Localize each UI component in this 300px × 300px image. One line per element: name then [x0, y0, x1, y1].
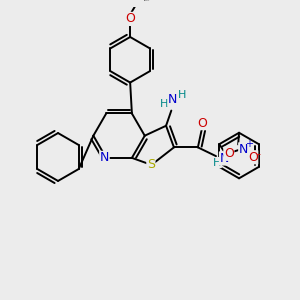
Text: -: -	[256, 149, 260, 159]
Text: S: S	[147, 158, 155, 171]
Text: O: O	[248, 151, 258, 164]
Text: H: H	[213, 158, 221, 167]
Text: O: O	[125, 12, 135, 26]
Text: H: H	[178, 89, 187, 100]
Text: +: +	[245, 140, 253, 149]
Text: methoxy: methoxy	[144, 0, 150, 2]
Text: O: O	[224, 147, 234, 160]
Text: H: H	[160, 99, 168, 109]
Text: N: N	[220, 152, 229, 165]
Text: N: N	[168, 93, 178, 106]
Text: O: O	[197, 117, 207, 130]
Text: N: N	[100, 152, 109, 164]
Text: N: N	[239, 143, 248, 156]
